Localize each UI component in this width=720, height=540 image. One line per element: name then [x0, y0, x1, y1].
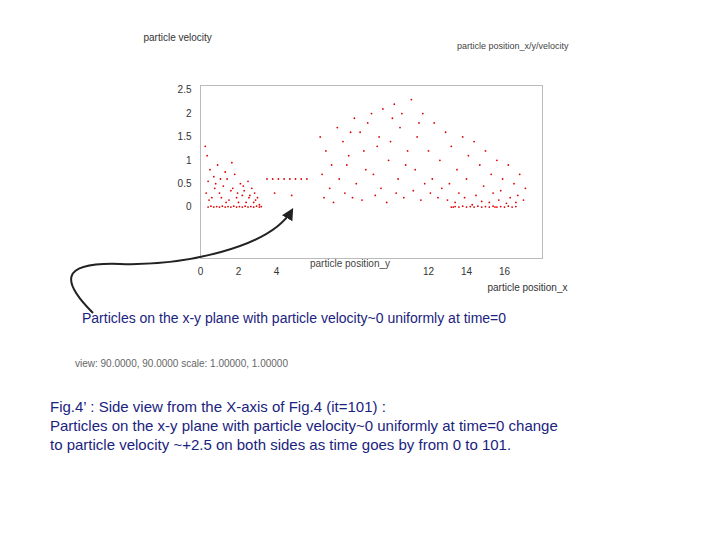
html-text:Fig.4’ : Side view from the X-: Fig.4’ : Side view from the X-axis of Fi…	[50, 398, 386, 415]
svg-text:12: 12	[423, 266, 435, 277]
svg-text:0: 0	[186, 201, 192, 212]
svg-text:0: 0	[198, 266, 204, 277]
html-text:Particles on the x-y plane wit: Particles on the x-y plane with particle…	[50, 417, 558, 434]
svg-text:1.5: 1.5	[178, 131, 192, 142]
svg-text:16: 16	[499, 266, 511, 277]
svg-text:1: 1	[186, 155, 192, 166]
svg-text:2: 2	[236, 266, 242, 277]
html-text:particle position_y: particle position_y	[310, 258, 390, 269]
svg-text:2.5: 2.5	[178, 84, 192, 95]
svg-text:0.5: 0.5	[178, 178, 192, 189]
html-text:to particle velocity ~+2.5 on: to particle velocity ~+2.5 on both sides…	[50, 436, 512, 453]
svg-text:particle position_x: particle position_x	[487, 282, 567, 293]
svg-text:14: 14	[461, 266, 473, 277]
svg-text:2: 2	[186, 108, 192, 119]
html-text:particle position_x/y/velocity: particle position_x/y/velocity	[457, 41, 569, 51]
svg-text:particle velocity: particle velocity	[144, 32, 212, 43]
html-text:view: 90.0000, 90.0000 scale:: view: 90.0000, 90.0000 scale: 1.00000, 1…	[75, 358, 288, 369]
html-text:Particles on the x-y plane wit: Particles on the x-y plane with particle…	[82, 310, 507, 326]
svg-text:4: 4	[274, 266, 280, 277]
